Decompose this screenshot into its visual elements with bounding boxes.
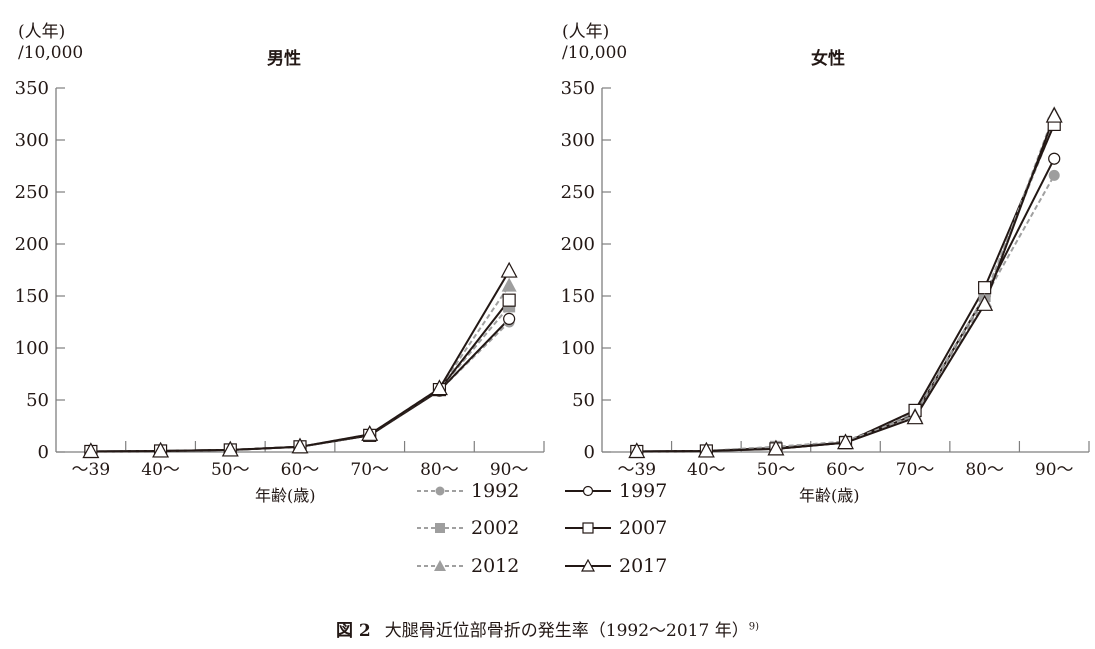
x-tick-label: 80～ [420,460,459,480]
male-panel-title: 男性 [267,49,301,69]
x-tick-label: 40～ [141,460,180,480]
x-tick-label: 60～ [826,460,865,480]
legend-label: 1992 [471,480,520,502]
series-line-1997 [90,318,510,453]
data-point-2017 [767,439,785,456]
x-tick-label: 80～ [965,460,1004,480]
x-tick-label: 60～ [281,460,320,480]
legend-label: 1997 [619,480,668,502]
series-line-2017 [90,270,511,453]
series-line-1992 [636,174,1056,453]
data-point-2017 [500,261,518,278]
y-tick-label: 350 [561,78,595,99]
data-point-2017 [430,379,448,396]
female-x-axis-label: 年齢(歳) [799,486,860,505]
y-tick-label: 150 [561,286,595,307]
x-tick-label: 40～ [687,460,726,480]
unit-line-1: (人年) [562,22,610,42]
legend-label: 2007 [619,517,668,539]
data-point-2017 [291,437,309,454]
male-y-unit-label: (人年) /10,000 [18,22,83,64]
x-tick-label: 90～ [1035,460,1074,480]
x-tick-label: 50～ [757,460,796,480]
legend-item-2002: 2002 [415,517,519,539]
data-point-2012 [501,277,517,292]
x-tick-label: 90～ [490,460,529,480]
legend-item-1997: 1997 [563,480,667,502]
male-chart: 0 50 100 150 200 250 300 350 ～39 40～ 50～ 60～ 70～ 80～ 9… [15,78,545,480]
unit-line-2: /10,000 [18,43,84,63]
dashed-filled-square-icon [417,523,463,533]
y-tick-label: 0 [38,442,49,463]
series-line-2017 [636,115,1056,453]
y-tick-label: 50 [26,390,49,411]
data-point-2017 [976,295,994,311]
caption-text: 大腿骨近位部骨折の発生率（1992～2017 年） [384,621,749,641]
data-point-2007 [502,293,516,307]
figure-caption: 図 2 大腿骨近位部骨折の発生率（1992～2017 年）9) [0,616,1095,641]
x-tick-label: ～39 [72,460,111,480]
data-point-2017 [628,442,646,459]
legend-label: 2017 [619,555,668,577]
x-tick-label: ～39 [617,460,656,480]
data-point-2017 [361,425,379,441]
data-point-2017 [82,442,100,459]
series-line-2012 [90,285,510,453]
reference-superscript: 9) [748,621,759,633]
x-tick-label: 50～ [211,460,250,480]
solid-open-circle-icon [565,485,611,497]
legend-item-2017: 2017 [563,555,667,577]
legend-label: 2002 [471,517,520,539]
data-point-2017 [697,441,715,458]
data-point-2017 [221,440,239,457]
solid-open-triangle-icon [565,559,611,572]
male-x-axis-label: 年齢(歳) [255,486,316,505]
female-panel-title: 女性 [811,49,845,69]
solid-open-square-icon [565,522,611,534]
series-line-1997 [636,158,1056,453]
series-line-2002 [90,305,510,453]
dashed-filled-circle-icon [417,486,463,496]
y-tick-label: 200 [15,234,49,255]
chart-canvas: 0 50 100 150 200 250 300 350 ～39 40～ 50～ 60～ 70～ 80～ 9… [15,78,1090,480]
unit-line-1: (人年) [18,22,66,42]
x-tick-label: 70～ [350,460,389,480]
legend-label: 2012 [471,555,520,577]
data-point-2017 [836,433,855,450]
y-tick-label: 150 [15,286,49,307]
figure-number: 図 2 [336,621,371,641]
legend-item-2007: 2007 [563,517,667,539]
female-y-unit-label: (人年) /10,000 [562,22,627,64]
data-point-1997 [503,312,516,325]
data-point-1992 [1048,169,1060,181]
y-tick-label: 250 [15,182,49,203]
y-tick-label: 50 [572,390,595,411]
y-tick-label: 200 [561,234,595,255]
y-tick-label: 250 [561,182,595,203]
unit-line-2: /10,000 [562,43,628,63]
data-point-2007 [978,281,992,295]
y-tick-label: 0 [584,442,595,463]
legend-item-1992: 1992 [415,480,519,502]
y-tick-label: 300 [561,130,595,151]
y-tick-label: 300 [15,130,49,151]
data-point-1997 [1048,152,1061,165]
y-tick-label: 100 [561,338,595,359]
y-tick-label: 350 [15,78,49,99]
data-point-2017 [152,441,170,458]
y-tick-label: 100 [15,338,49,359]
x-tick-label: 70～ [896,460,935,480]
female-chart: 0 50 100 150 200 250 300 350 ～39 40～ 50～ 60～ 70～ 80～ 9… [561,78,1090,480]
dashed-filled-triangle-icon [417,560,463,571]
legend-item-2012: 2012 [415,555,519,577]
data-point-2017 [1045,106,1063,123]
data-point-2017 [906,408,924,425]
series-line-1992 [90,321,510,453]
